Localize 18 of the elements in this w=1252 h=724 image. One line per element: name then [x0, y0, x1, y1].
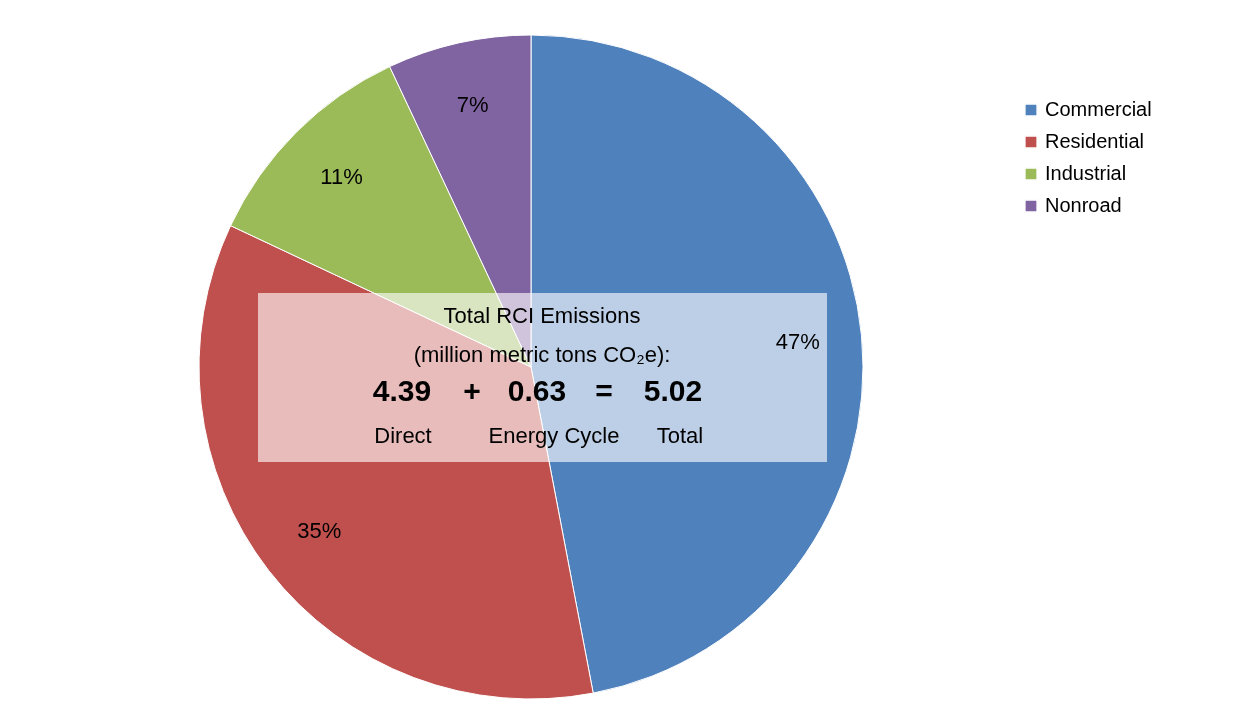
- data-label: 47%: [775, 328, 820, 354]
- text: +: [463, 374, 481, 407]
- legend-label: Nonroad: [1045, 194, 1122, 216]
- text: Direct: [374, 423, 432, 448]
- text: 4.39: [372, 374, 432, 407]
- legend-label: Commercial: [1045, 98, 1152, 120]
- text: Energy Cycle: [488, 423, 620, 448]
- data-label: 11%: [320, 164, 363, 190]
- legend-label: Residential: [1045, 130, 1144, 152]
- text: Total RCI Emissions: [443, 303, 641, 328]
- text: 0.63: [507, 374, 567, 407]
- text: =: [595, 374, 613, 407]
- text: (million metric tons CO₂e):: [413, 342, 671, 367]
- legend-label: Industrial: [1045, 162, 1127, 184]
- data-label: 7%: [456, 92, 489, 118]
- text: Total: [656, 423, 704, 448]
- data-label: 35%: [297, 518, 342, 544]
- text: 5.02: [643, 374, 703, 407]
